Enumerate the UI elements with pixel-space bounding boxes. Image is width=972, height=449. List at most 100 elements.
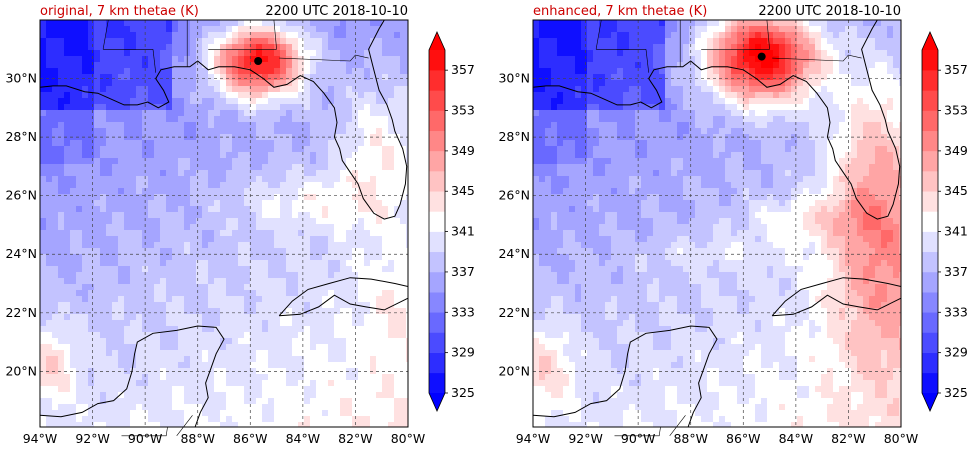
field-cell bbox=[310, 320, 317, 327]
field-cell bbox=[178, 188, 185, 195]
field-cell bbox=[869, 20, 876, 27]
field-cell bbox=[94, 122, 101, 129]
field-cell bbox=[88, 326, 95, 333]
colorbar-tick-label: 353 bbox=[451, 103, 475, 118]
field-cell bbox=[593, 20, 600, 27]
field-cell bbox=[539, 86, 546, 93]
field-cell bbox=[148, 284, 155, 291]
field-cell bbox=[226, 404, 233, 411]
field-cell bbox=[238, 200, 245, 207]
field-cell bbox=[352, 278, 359, 285]
field-cell bbox=[406, 110, 409, 117]
field-cell bbox=[376, 386, 383, 393]
field-cell bbox=[184, 296, 191, 303]
field-cell bbox=[238, 68, 245, 75]
field-cell bbox=[298, 68, 305, 75]
field-cell bbox=[106, 212, 113, 219]
field-cell bbox=[346, 260, 353, 267]
field-cell bbox=[82, 20, 89, 27]
field-cell bbox=[88, 80, 95, 87]
field-cell bbox=[370, 56, 377, 63]
field-cell bbox=[304, 350, 311, 357]
field-cell bbox=[172, 296, 179, 303]
colorbar-segment bbox=[429, 150, 445, 172]
field-cell bbox=[575, 50, 582, 57]
field-cell bbox=[154, 86, 161, 93]
field-cell bbox=[292, 164, 299, 171]
field-cell bbox=[220, 110, 227, 117]
field-cell bbox=[364, 224, 371, 231]
field-cell bbox=[130, 302, 137, 309]
field-cell bbox=[256, 164, 263, 171]
field-cell bbox=[388, 338, 395, 345]
field-cell bbox=[274, 314, 281, 321]
field-cell bbox=[779, 50, 786, 57]
field-cell bbox=[76, 80, 83, 87]
field-cell bbox=[238, 128, 245, 135]
field-cell bbox=[226, 230, 233, 237]
field-cell bbox=[118, 212, 125, 219]
field-cell bbox=[322, 368, 329, 375]
field-cell bbox=[280, 398, 287, 405]
field-cell bbox=[64, 332, 71, 339]
field-cell bbox=[641, 74, 648, 81]
field-cell bbox=[82, 326, 89, 333]
field-cell bbox=[737, 44, 744, 51]
field-cell bbox=[286, 332, 293, 339]
field-cell bbox=[208, 200, 215, 207]
field-cell bbox=[166, 74, 173, 81]
field-cell bbox=[400, 374, 407, 381]
field-cell bbox=[713, 26, 720, 33]
field-cell bbox=[136, 344, 143, 351]
field-cell bbox=[364, 236, 371, 243]
field-cell bbox=[268, 218, 275, 225]
field-cell bbox=[160, 302, 167, 309]
field-cell bbox=[557, 62, 564, 69]
field-cell bbox=[316, 284, 323, 291]
field-cell bbox=[136, 224, 143, 231]
field-cell bbox=[172, 176, 179, 183]
field-cell bbox=[196, 338, 203, 345]
field-cell bbox=[370, 230, 377, 237]
field-cell bbox=[76, 272, 83, 279]
field-cell bbox=[274, 188, 281, 195]
field-cell bbox=[112, 320, 119, 327]
field-cell bbox=[172, 128, 179, 135]
field-cell bbox=[322, 26, 329, 33]
field-cell bbox=[40, 320, 47, 327]
field-cell bbox=[58, 44, 65, 51]
field-cell bbox=[94, 416, 101, 423]
field-cell bbox=[647, 32, 654, 39]
field-cell bbox=[208, 230, 215, 237]
field-cell bbox=[214, 164, 221, 171]
field-cell bbox=[274, 368, 281, 375]
field-cell bbox=[94, 86, 101, 93]
field-cell bbox=[82, 98, 89, 105]
field-cell bbox=[286, 404, 293, 411]
field-cell bbox=[352, 350, 359, 357]
field-cell bbox=[106, 86, 113, 93]
field-cell bbox=[232, 284, 239, 291]
field-cell bbox=[581, 74, 588, 81]
field-cell bbox=[274, 416, 281, 423]
field-cell bbox=[106, 110, 113, 117]
field-cell bbox=[226, 266, 233, 273]
field-cell bbox=[124, 236, 131, 243]
field-cell bbox=[352, 392, 359, 399]
field-cell bbox=[100, 302, 107, 309]
field-cell bbox=[671, 74, 678, 81]
field-cell bbox=[220, 56, 227, 63]
field-cell bbox=[340, 176, 347, 183]
field-cell bbox=[76, 116, 83, 123]
field-cell bbox=[334, 218, 341, 225]
field-cell bbox=[190, 128, 197, 135]
field-cell bbox=[406, 38, 409, 45]
field-cell bbox=[310, 212, 317, 219]
field-cell bbox=[328, 356, 335, 363]
field-cell bbox=[178, 170, 185, 177]
field-cell bbox=[394, 350, 401, 357]
field-cell bbox=[208, 164, 215, 171]
field-cell bbox=[244, 86, 251, 93]
field-cell bbox=[346, 146, 353, 153]
field-cell bbox=[46, 326, 53, 333]
